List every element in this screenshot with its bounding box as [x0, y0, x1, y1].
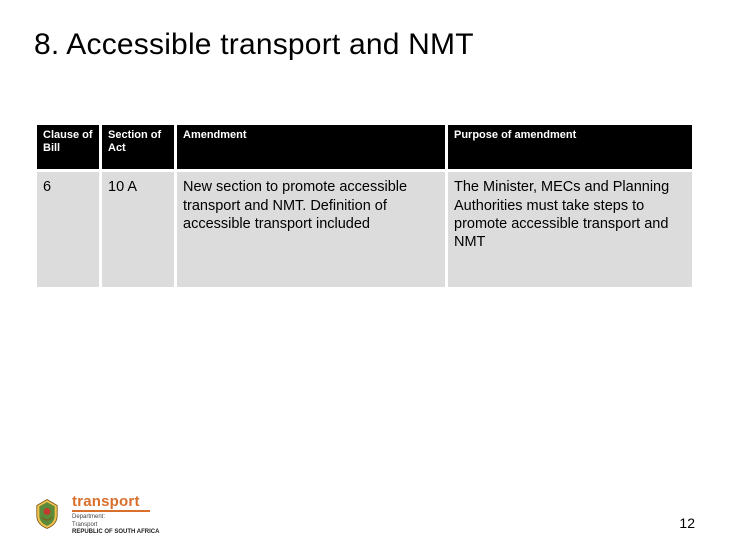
- dept-line-1: Department:: [72, 514, 159, 521]
- coat-of-arms-icon: [30, 497, 64, 531]
- cell-clause: 6: [37, 172, 99, 287]
- cell-purpose: The Minister, MECs and Planning Authorit…: [448, 172, 692, 287]
- col-header-purpose: Purpose of amendment: [448, 125, 692, 169]
- dept-line-2: Transport: [72, 522, 159, 529]
- cell-section: 10 A: [102, 172, 174, 287]
- col-header-clause: Clause of Bill: [37, 125, 99, 169]
- page-number: 12: [679, 515, 695, 531]
- brand-underline: [72, 510, 150, 512]
- slide-title: 8. Accessible transport and NMT: [34, 28, 695, 62]
- amendment-table: Clause of Bill Section of Act Amendment …: [34, 122, 695, 290]
- cell-amendment: New section to promote accessible transp…: [177, 172, 445, 287]
- dept-line-3: REPUBLIC OF SOUTH AFRICA: [72, 529, 159, 535]
- brand-word: transport: [72, 494, 159, 509]
- col-header-amendment: Amendment: [177, 125, 445, 169]
- table-row: 6 10 A New section to promote accessible…: [37, 172, 692, 287]
- col-header-section: Section of Act: [102, 125, 174, 169]
- dept-logo: transport Department: Transport REPUBLIC…: [72, 494, 159, 535]
- table-header-row: Clause of Bill Section of Act Amendment …: [37, 125, 692, 169]
- slide: 8. Accessible transport and NMT Clause o…: [0, 0, 729, 553]
- footer: transport Department: Transport REPUBLIC…: [30, 494, 159, 535]
